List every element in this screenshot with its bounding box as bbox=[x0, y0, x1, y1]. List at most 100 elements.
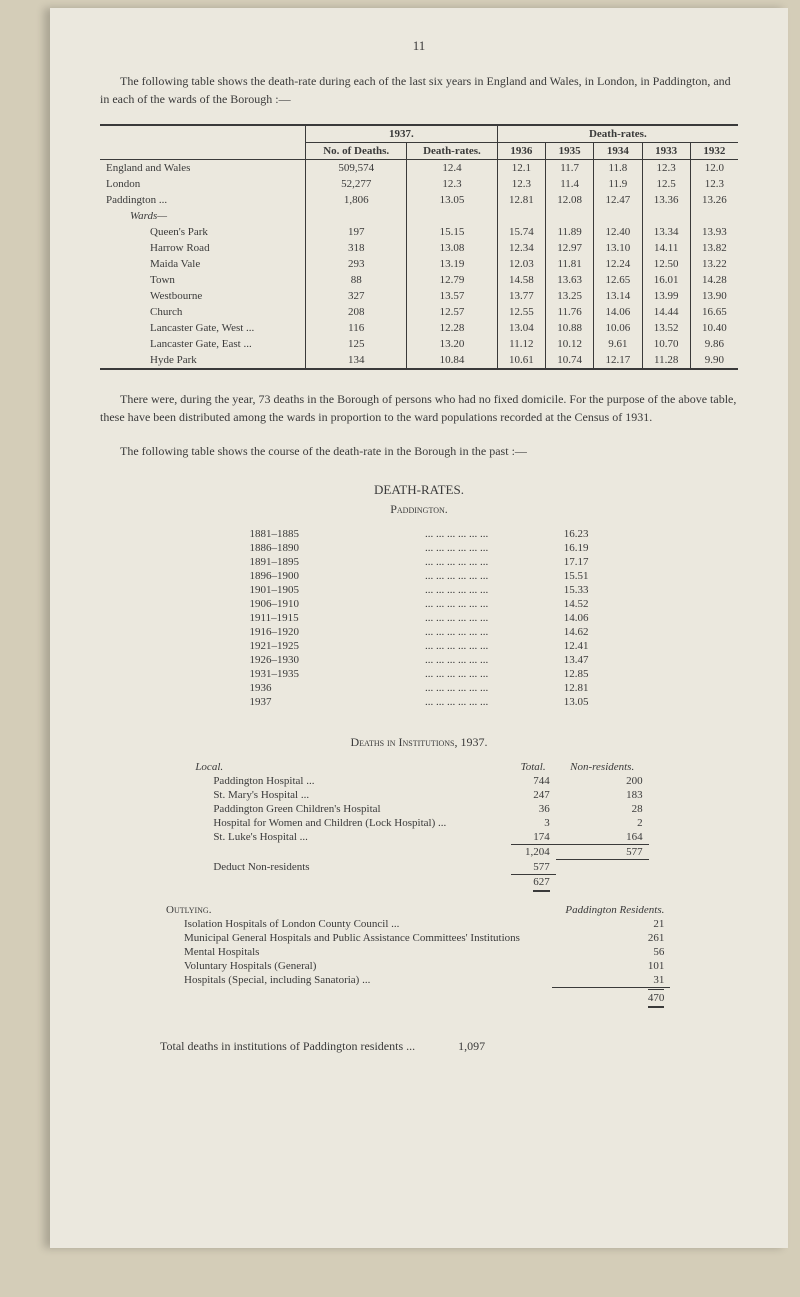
cell: 10.88 bbox=[545, 320, 593, 336]
table-row: Hyde Park13410.8410.6110.7412.1711.289.9… bbox=[100, 352, 738, 369]
cell: 116 bbox=[306, 320, 407, 336]
dots: ... ... ... ... ... ... bbox=[419, 597, 537, 611]
period: 1931–1935 bbox=[244, 667, 419, 681]
inst-nonres: 2 bbox=[556, 816, 649, 830]
cell: 12.3 bbox=[642, 160, 690, 177]
table-row: England and Wales509,57412.412.111.711.8… bbox=[100, 160, 738, 177]
period: 1891–1895 bbox=[244, 555, 419, 569]
cell: 52,277 bbox=[306, 176, 407, 192]
table-row: 1936... ... ... ... ... ...12.81 bbox=[244, 681, 595, 695]
cell: 16.01 bbox=[642, 272, 690, 288]
table-row: 1881–1885... ... ... ... ... ...16.23 bbox=[244, 527, 595, 541]
dots: ... ... ... ... ... ... bbox=[419, 541, 537, 555]
cell: 13.10 bbox=[594, 240, 642, 256]
table-row: 1901–1905... ... ... ... ... ...15.33 bbox=[244, 583, 595, 597]
cell: 13.90 bbox=[690, 288, 738, 304]
cell: 11.81 bbox=[545, 256, 593, 272]
cell: 10.84 bbox=[407, 352, 497, 369]
col-1933: 1933 bbox=[642, 143, 690, 160]
cell: 197 bbox=[306, 224, 407, 240]
cell: 134 bbox=[306, 352, 407, 369]
cell: 13.05 bbox=[407, 192, 497, 208]
value: 17.17 bbox=[537, 555, 595, 569]
cell: 12.17 bbox=[594, 352, 642, 369]
row-label: England and Wales bbox=[100, 160, 306, 177]
cell: 13.14 bbox=[594, 288, 642, 304]
header-row: Local.Total.Non-residents. bbox=[189, 760, 648, 774]
table-row: 1931–1935... ... ... ... ... ...12.85 bbox=[244, 667, 595, 681]
row-label: London bbox=[100, 176, 306, 192]
col-1932: 1932 bbox=[690, 143, 738, 160]
table-row: Church20812.5712.5511.7614.0614.4416.65 bbox=[100, 304, 738, 320]
period: 1901–1905 bbox=[244, 583, 419, 597]
deduct-row: Deduct Non-residents577 bbox=[189, 860, 648, 875]
cell: 13.36 bbox=[642, 192, 690, 208]
outlying-header: Outlying.Paddington Residents. bbox=[160, 903, 670, 917]
inst-nonres: 28 bbox=[556, 802, 649, 816]
table-row: Paddington ...1,80613.0512.8112.0812.471… bbox=[100, 192, 738, 208]
cell: 12.40 bbox=[594, 224, 642, 240]
cell: 13.25 bbox=[545, 288, 593, 304]
cell: 12.79 bbox=[407, 272, 497, 288]
cell: 13.08 bbox=[407, 240, 497, 256]
period: 1916–1920 bbox=[244, 625, 419, 639]
cell: 13.93 bbox=[690, 224, 738, 240]
death-rates-title: DEATH-RATES. bbox=[100, 482, 738, 498]
inst-name: Paddington Hospital ... bbox=[189, 774, 510, 788]
inst-name: Paddington Green Children's Hospital bbox=[189, 802, 510, 816]
dots: ... ... ... ... ... ... bbox=[419, 667, 537, 681]
dots: ... ... ... ... ... ... bbox=[419, 527, 537, 541]
cell: 11.4 bbox=[545, 176, 593, 192]
cell: 12.03 bbox=[497, 256, 545, 272]
value: 15.33 bbox=[537, 583, 595, 597]
table-row: 1916–1920... ... ... ... ... ...14.62 bbox=[244, 625, 595, 639]
table-row: St. Mary's Hospital ...247183 bbox=[189, 788, 648, 802]
table-row: Mental Hospitals56 bbox=[160, 945, 670, 959]
inst-nonres: 183 bbox=[556, 788, 649, 802]
cell: 13.26 bbox=[690, 192, 738, 208]
period: 1896–1900 bbox=[244, 569, 419, 583]
value: 14.62 bbox=[537, 625, 595, 639]
cell: 11.89 bbox=[545, 224, 593, 240]
table-row: 1906–1910... ... ... ... ... ...14.52 bbox=[244, 597, 595, 611]
cell: 12.24 bbox=[594, 256, 642, 272]
row-label: Lancaster Gate, West ... bbox=[100, 320, 306, 336]
institutions-local-table: Local.Total.Non-residents.Paddington Hos… bbox=[189, 760, 648, 893]
cell: 13.77 bbox=[497, 288, 545, 304]
wards-label-row: Wards— bbox=[100, 208, 738, 224]
col-group-deathrates: Death-rates. bbox=[497, 125, 738, 143]
cell: 509,574 bbox=[306, 160, 407, 177]
col-deaths: No. of Deaths. bbox=[306, 143, 407, 160]
inst-total: 247 bbox=[511, 788, 556, 802]
cell: 9.61 bbox=[594, 336, 642, 352]
value: 14.06 bbox=[537, 611, 595, 625]
document-page: 11 The following table shows the death-r… bbox=[50, 8, 788, 1248]
table-row: Voluntary Hospitals (General)101 bbox=[160, 959, 670, 973]
row-label: Maida Vale bbox=[100, 256, 306, 272]
cell: 12.57 bbox=[407, 304, 497, 320]
cell: 10.06 bbox=[594, 320, 642, 336]
table-row: 1891–1895... ... ... ... ... ...17.17 bbox=[244, 555, 595, 569]
cell: 1,806 bbox=[306, 192, 407, 208]
dots: ... ... ... ... ... ... bbox=[419, 555, 537, 569]
row-label: Church bbox=[100, 304, 306, 320]
inst-nonres: 164 bbox=[556, 830, 649, 845]
row-label: Paddington ... bbox=[100, 192, 306, 208]
cell: 12.47 bbox=[594, 192, 642, 208]
table-row: 1921–1925... ... ... ... ... ...12.41 bbox=[244, 639, 595, 653]
table-row: Town8812.7914.5813.6312.6516.0114.28 bbox=[100, 272, 738, 288]
cell: 9.90 bbox=[690, 352, 738, 369]
cell: 12.81 bbox=[497, 192, 545, 208]
table-row: St. Luke's Hospital ...174164 bbox=[189, 830, 648, 845]
period: 1926–1930 bbox=[244, 653, 419, 667]
paddington-subtitle: Paddington. bbox=[100, 502, 738, 517]
cell: 14.06 bbox=[594, 304, 642, 320]
col-1935: 1935 bbox=[545, 143, 593, 160]
cell: 12.34 bbox=[497, 240, 545, 256]
row-label: Harrow Road bbox=[100, 240, 306, 256]
value: 16.23 bbox=[537, 527, 595, 541]
cell: 318 bbox=[306, 240, 407, 256]
cell: 10.12 bbox=[545, 336, 593, 352]
cell: 15.74 bbox=[497, 224, 545, 240]
cell: 13.34 bbox=[642, 224, 690, 240]
